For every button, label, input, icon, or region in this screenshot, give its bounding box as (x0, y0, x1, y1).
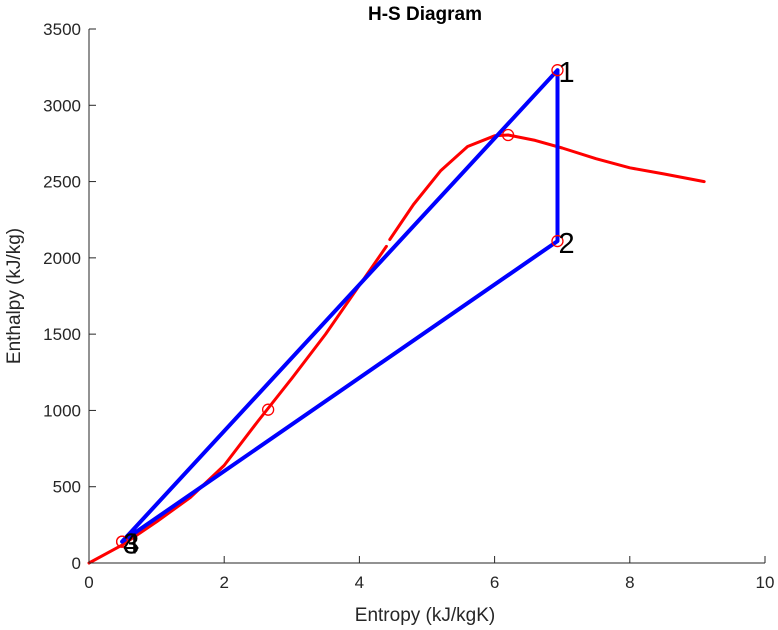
ticks: 0 2 4 6 8 10 0 500 1000 1500 2000 2500 3000 3500 (43, 20, 774, 592)
series-line-cycle (120, 68, 560, 544)
plot-markers (115, 64, 564, 548)
x-tick-label: 2 (219, 573, 228, 592)
y-axis-label: Enthalpy (kJ/kg) (4, 228, 25, 364)
y-tick-label: 3000 (43, 96, 81, 115)
x-tick-label: 8 (625, 573, 634, 592)
plot-lines (87, 68, 706, 565)
y-tick-label: 2000 (43, 249, 81, 268)
chart-title: H-S Diagram (368, 4, 482, 25)
x-axis-label: Entropy (kJ/kgK) (355, 605, 495, 626)
point-labels: 1 2 34 (123, 57, 574, 560)
y-tick-label: 3500 (43, 20, 81, 39)
state-point-marker (115, 535, 129, 548)
axes (88, 29, 765, 564)
y-tick-label: 1500 (43, 325, 81, 344)
y-tick-label: 0 (72, 554, 81, 573)
state-point-label-2: 2 (558, 228, 574, 260)
state-point-marker (551, 64, 564, 77)
x-tick-label: 4 (355, 573, 364, 592)
y-tick-label: 1000 (43, 401, 81, 420)
x-tick-label: 10 (756, 573, 775, 592)
state-point-label-4: 4 (123, 529, 139, 561)
series-line-saturated-vapor (388, 133, 706, 241)
series-line-saturated-liquid (87, 244, 388, 565)
state-point-label-3: 3 (123, 529, 139, 561)
state-point-marker (551, 234, 564, 248)
state-point-marker (501, 128, 515, 142)
state-point-marker (261, 403, 275, 416)
state-point-label-1: 1 (558, 57, 574, 89)
x-tick-label: 6 (490, 573, 499, 592)
y-tick-label: 2500 (43, 173, 81, 192)
y-tick-label: 500 (53, 478, 81, 497)
x-tick-label: 0 (84, 573, 93, 592)
